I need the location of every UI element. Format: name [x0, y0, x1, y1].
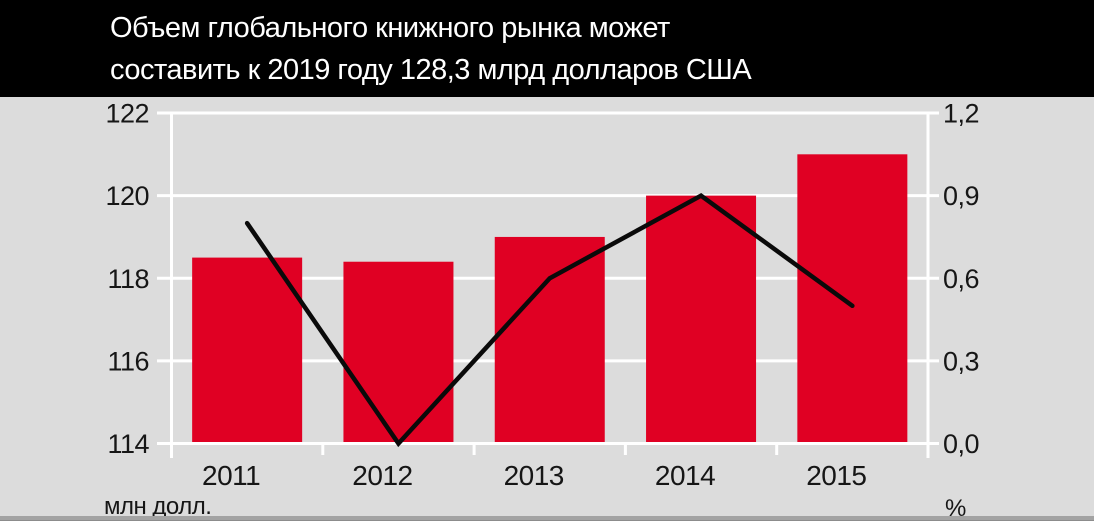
chart-header: Объем глобального книжного рынка может с…	[0, 0, 1094, 97]
year-label-2012: 2012	[352, 460, 412, 491]
right-tick-label: 1,2	[943, 99, 979, 129]
left-tick-label: 116	[107, 346, 149, 376]
right-tick-label: 0,3	[943, 346, 979, 376]
growth-line	[244, 192, 855, 448]
left-tick-label: 114	[107, 429, 149, 459]
chart-title: Объем глобального книжного рынка может с…	[110, 7, 752, 91]
chart-title-line1: Объем глобального книжного рынка может	[110, 12, 670, 44]
bar-series	[192, 154, 908, 444]
bar-2011	[192, 257, 303, 444]
year-label-2013: 2013	[504, 460, 564, 491]
year-label-2011: 2011	[202, 460, 260, 491]
year-label-2014: 2014	[655, 460, 715, 491]
x-axis-labels: 2011 2012 2013 2014 2015	[202, 460, 867, 491]
bar-2015	[797, 154, 908, 444]
bottom-rule	[0, 516, 1094, 521]
bar-2012	[343, 261, 454, 444]
line-series	[244, 192, 855, 448]
right-axis-labels: 1,2 0,9 0,6 0,3 0,0	[943, 99, 980, 460]
left-axis-labels: 122 120 118 116 114	[105, 99, 150, 460]
bar-2013	[494, 236, 605, 444]
axis-lines	[157, 113, 939, 458]
left-tick-label: 118	[107, 264, 149, 294]
left-axis-unit-label: млн долл.	[104, 493, 211, 520]
bar-2014	[646, 195, 757, 444]
right-tick-label: 0,9	[943, 181, 979, 211]
year-label-2015: 2015	[806, 460, 866, 491]
right-axis-unit-label: %	[945, 495, 966, 521]
chart-title-line2: составить к 2019 году 128,3 млрд долларо…	[110, 54, 752, 86]
left-tick-label: 122	[105, 99, 149, 129]
right-tick-label: 0,6	[943, 264, 979, 294]
left-tick-label: 120	[105, 181, 149, 211]
right-tick-label: 0,0	[943, 429, 979, 459]
combo-chart: 122 120 118 116 114 1,2 0,9 0,6 0,3 0,0 2011 2012…	[104, 99, 980, 521]
